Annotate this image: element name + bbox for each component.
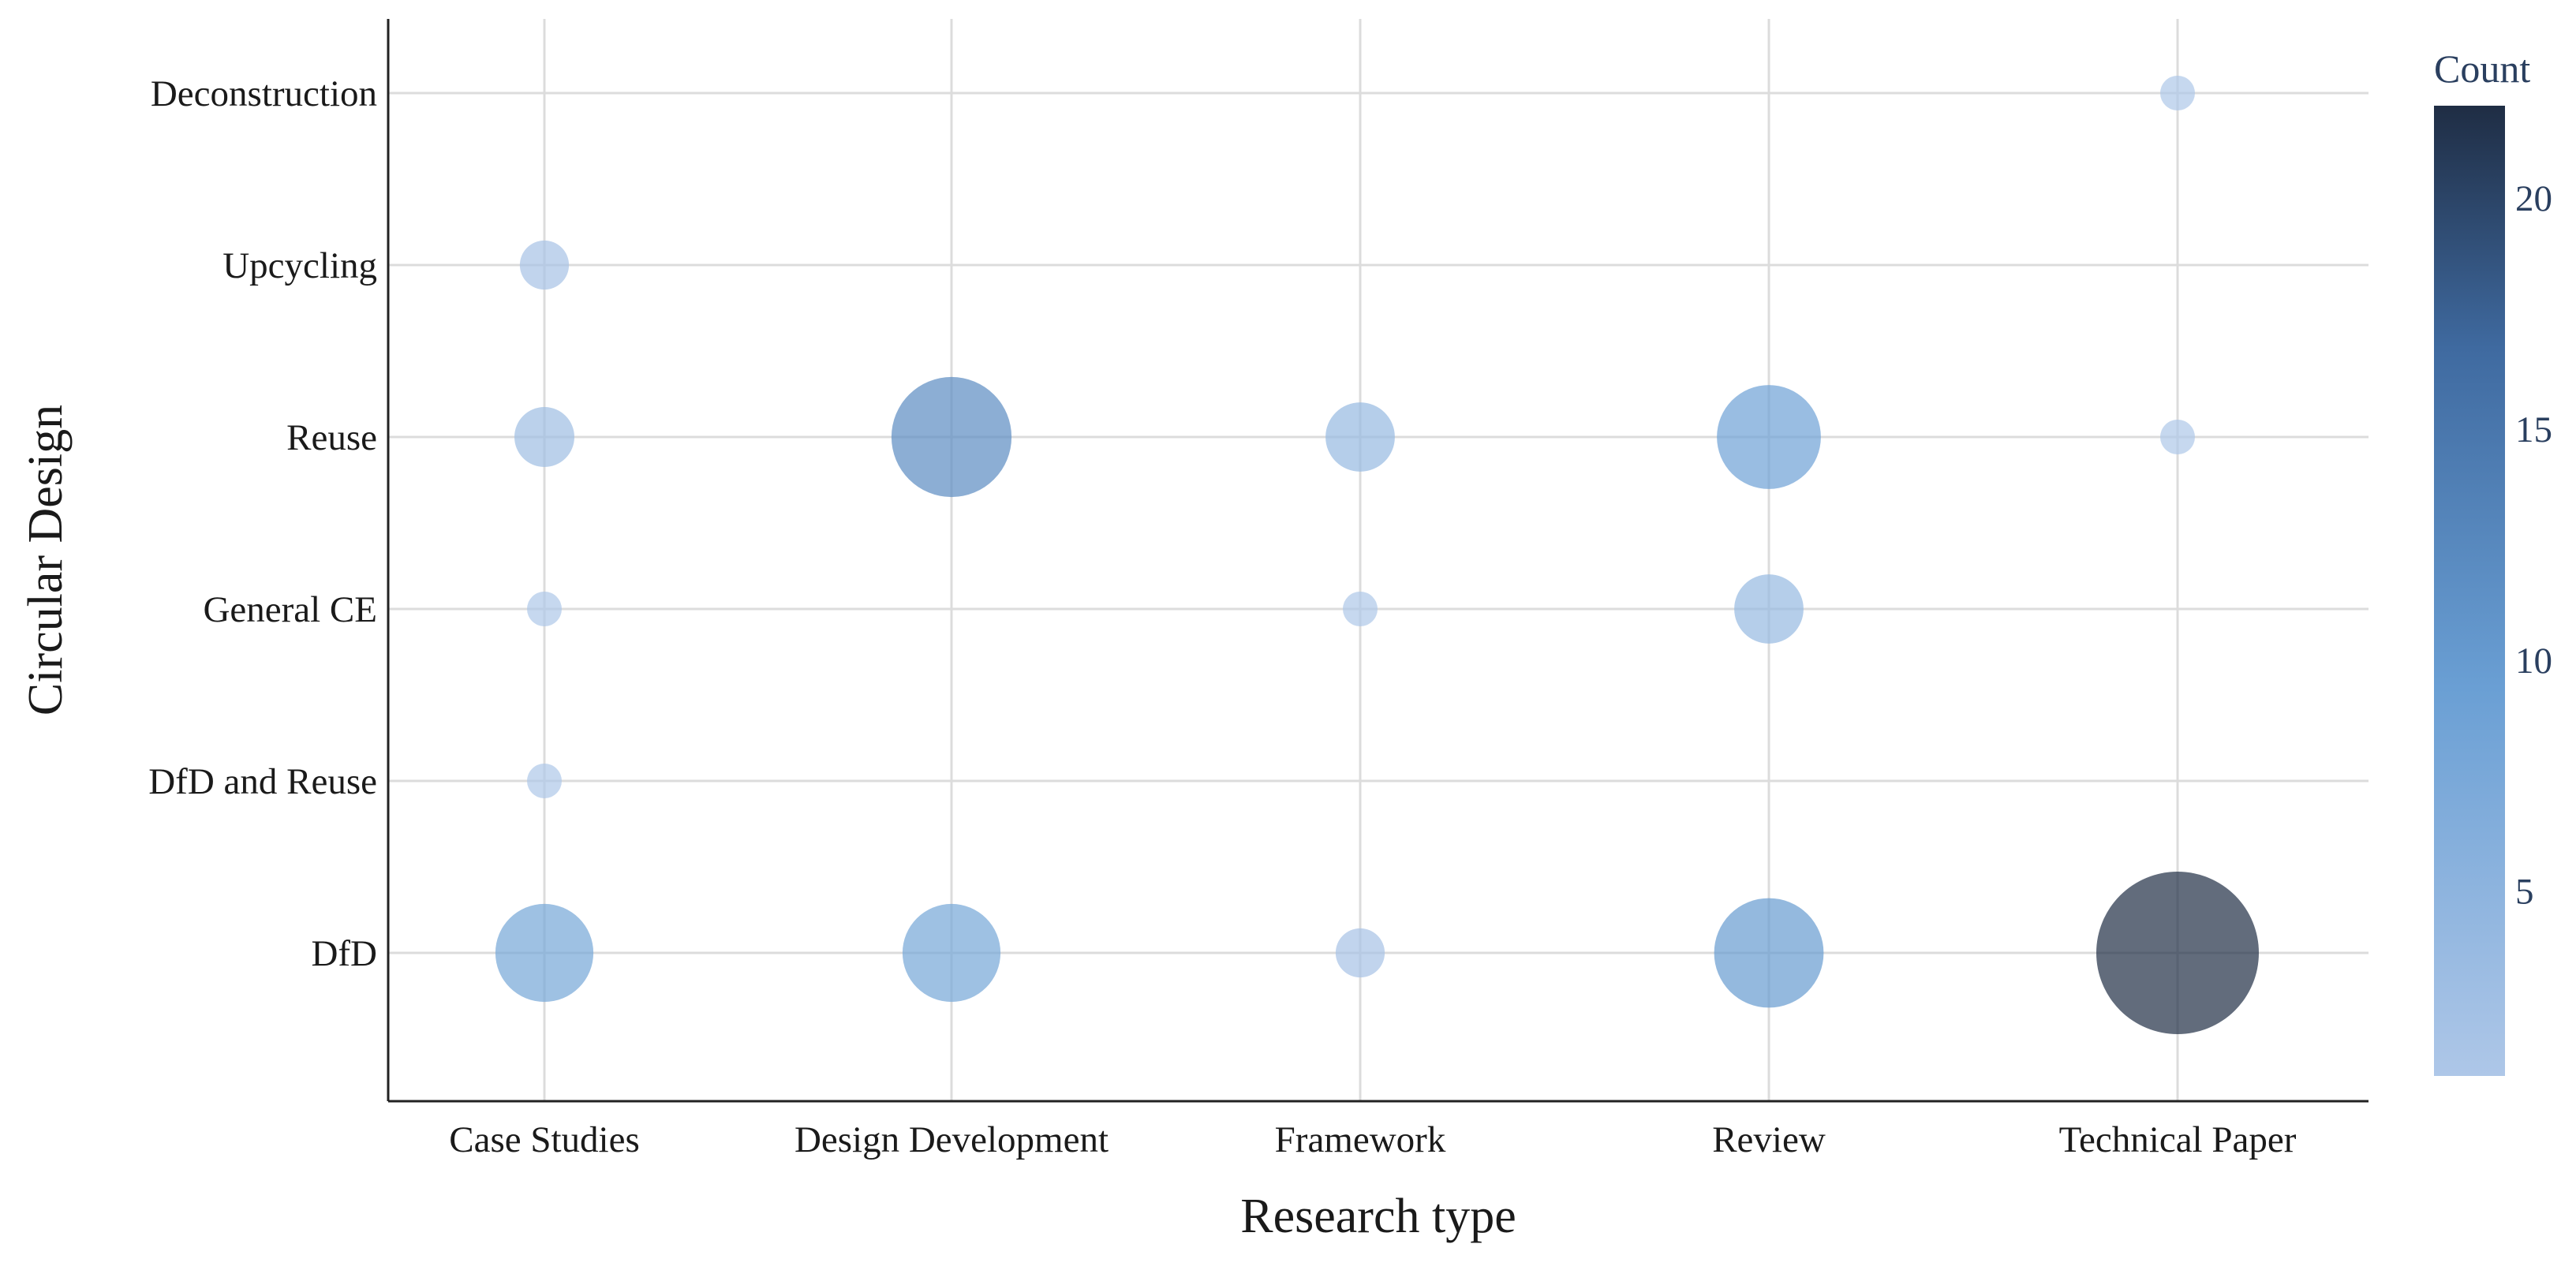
x-tick-labels: Case Studies Design Development Framework R…	[449, 1119, 2296, 1160]
data-points	[495, 76, 2259, 1034]
colorbar-tick-10: 10	[2515, 641, 2552, 682]
bubble-technical-paper-reuse	[2160, 420, 2195, 454]
bubble-case-studies-dfd-and-reuse	[527, 764, 562, 798]
colorbar-title: Count	[2434, 47, 2530, 91]
colorbar-tick-5: 5	[2515, 872, 2534, 913]
axes	[387, 19, 2368, 1103]
y-axis-title: Circular Design	[19, 405, 73, 715]
colorbar-tick-labels: 5 10 15 20	[2515, 178, 2552, 913]
x-tick-design-development: Design Development	[794, 1119, 1109, 1160]
x-axis-title: Research type	[1240, 1190, 1516, 1243]
bubble-case-studies-reuse	[514, 407, 574, 467]
bubble-review-reuse	[1717, 385, 1821, 489]
bubble-review-general-ce	[1734, 574, 1804, 644]
y-tick-dfd-and-reuse: DfD and Reuse	[148, 761, 377, 802]
y-tick-deconstruction: Deconstruction	[151, 73, 377, 114]
colorbar-tick-20: 20	[2515, 178, 2552, 219]
bubble-technical-paper-deconstruction	[2160, 76, 2195, 110]
y-tick-general-ce: General CE	[203, 589, 377, 630]
x-tick-case-studies: Case Studies	[449, 1119, 640, 1160]
colorbar: Count 5 10 15 20	[2434, 47, 2552, 1076]
bubble-case-studies-upcycling	[519, 240, 570, 290]
x-tick-review: Review	[1712, 1119, 1826, 1160]
bubble-case-studies-general-ce	[527, 592, 562, 626]
bubble-design-development-dfd	[902, 903, 1001, 1003]
y-tick-labels: DfD DfD and Reuse General CE Reuse Upcycling…	[148, 73, 377, 974]
bubble-design-development-reuse	[891, 376, 1012, 498]
bubble-framework-dfd	[1335, 928, 1385, 978]
y-tick-dfd: DfD	[311, 933, 377, 974]
y-tick-upcycling: Upcycling	[222, 245, 377, 286]
bubble-technical-paper-dfd	[2096, 872, 2259, 1034]
colorbar-tick-15: 15	[2515, 409, 2552, 450]
x-tick-framework: Framework	[1275, 1119, 1446, 1160]
bubble-case-studies-dfd	[495, 903, 594, 1003]
x-tick-technical-paper: Technical Paper	[2059, 1119, 2297, 1160]
bubble-framework-reuse	[1325, 402, 1395, 472]
bubble-framework-general-ce	[1343, 592, 1378, 626]
y-tick-reuse: Reuse	[286, 417, 377, 458]
colorbar-gradient	[2434, 106, 2505, 1076]
bubble-review-dfd	[1714, 898, 1824, 1008]
